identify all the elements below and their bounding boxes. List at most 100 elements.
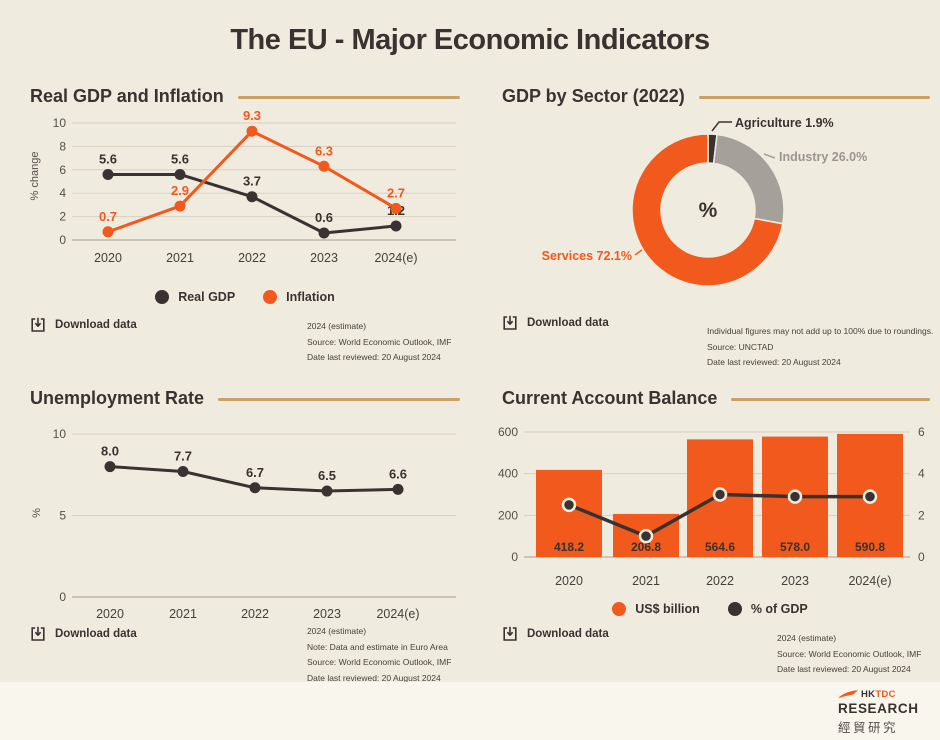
real-gdp-inflation-chart: 0 2 4 6 8 10 % change 2020 2021 2022 2023 2024(e) 5.… bbox=[30, 110, 456, 265]
svg-text:2: 2 bbox=[918, 508, 925, 522]
legend-item-pct-gdp: % of GDP bbox=[727, 602, 808, 616]
svg-text:2024(e): 2024(e) bbox=[848, 574, 891, 588]
logo-tdc-text: TDC bbox=[875, 689, 896, 700]
svg-text:6: 6 bbox=[59, 163, 66, 177]
svg-text:2: 2 bbox=[59, 210, 66, 224]
notes-current-account: 2024 (estimate) Source: World Economic O… bbox=[777, 631, 921, 678]
svg-text:5.6: 5.6 bbox=[171, 151, 189, 166]
section-unemployment-header: Unemployment Rate bbox=[30, 387, 460, 409]
svg-text:Industry 26.0%: Industry 26.0% bbox=[779, 150, 867, 164]
svg-text:2023: 2023 bbox=[310, 251, 338, 265]
section-divider bbox=[731, 397, 930, 401]
svg-text:206.8: 206.8 bbox=[631, 540, 661, 554]
section-real-gdp-inflation-header: Real GDP and Inflation bbox=[30, 85, 460, 107]
notes-gdp-inflation: 2024 (estimate) Source: World Economic O… bbox=[307, 319, 451, 366]
svg-text:0: 0 bbox=[511, 550, 518, 564]
logo-hk-text: HK bbox=[861, 689, 876, 700]
note-line: Note: Data and estimate in Euro Area bbox=[307, 641, 448, 652]
svg-text:418.2: 418.2 bbox=[554, 540, 584, 554]
svg-text:10: 10 bbox=[53, 116, 67, 130]
download-icon bbox=[503, 315, 517, 330]
svg-text:9.3: 9.3 bbox=[243, 110, 261, 123]
legend-label: % of GDP bbox=[750, 602, 808, 616]
download-data-button-gdp-inflation[interactable]: Download data bbox=[30, 317, 137, 333]
logo-chinese-text: 經貿研究 bbox=[838, 721, 899, 735]
svg-text:2022: 2022 bbox=[241, 607, 269, 621]
svg-text:%: % bbox=[699, 199, 718, 222]
svg-text:0: 0 bbox=[918, 550, 925, 564]
download-data-button-gdp-sector[interactable]: Download data bbox=[502, 315, 609, 331]
svg-text:2020: 2020 bbox=[96, 607, 124, 621]
svg-text:3.7: 3.7 bbox=[243, 174, 261, 189]
svg-text:400: 400 bbox=[498, 467, 518, 481]
svg-text:590.8: 590.8 bbox=[855, 540, 885, 554]
svg-text:Agriculture 1.9%: Agriculture 1.9% bbox=[735, 116, 834, 130]
svg-text:10: 10 bbox=[53, 427, 67, 441]
svg-text:564.6: 564.6 bbox=[705, 540, 735, 554]
note-line: 2024 (estimate) bbox=[307, 626, 367, 636]
note-line: 2024 (estimate) bbox=[777, 633, 837, 643]
svg-text:0.6: 0.6 bbox=[315, 210, 333, 225]
svg-text:2024(e): 2024(e) bbox=[374, 251, 417, 265]
real-gdp-inflation-legend: Real GDP Inflation bbox=[30, 287, 460, 307]
download-icon bbox=[503, 626, 517, 641]
svg-text:4: 4 bbox=[59, 186, 66, 200]
svg-text:6.6: 6.6 bbox=[389, 466, 407, 481]
legend-item-real-gdp: Real GDP bbox=[155, 290, 235, 304]
svg-text:2024(e): 2024(e) bbox=[376, 607, 419, 621]
svg-text:5: 5 bbox=[59, 509, 66, 523]
download-data-label: Download data bbox=[527, 628, 609, 640]
note-line: Source: UNCTAD bbox=[707, 341, 774, 352]
pct-gdp-legend-dot-icon bbox=[727, 602, 742, 616]
inflation-legend-dot-icon bbox=[263, 290, 278, 304]
svg-text:600: 600 bbox=[498, 425, 518, 439]
svg-text:2022: 2022 bbox=[238, 251, 266, 265]
page-title: The EU - Major Economic Indicators bbox=[230, 24, 710, 56]
svg-text:2020: 2020 bbox=[94, 251, 122, 265]
note-line: Source: World Economic Outlook, IMF bbox=[307, 336, 452, 347]
svg-text:2023: 2023 bbox=[781, 574, 809, 588]
section-title-unemployment: Unemployment Rate bbox=[30, 387, 205, 408]
legend-label: Inflation bbox=[286, 290, 335, 304]
legend-item-inflation: Inflation bbox=[263, 290, 335, 304]
download-data-label: Download data bbox=[55, 319, 137, 331]
note-line: Date last reviewed: 20 August 2024 bbox=[707, 357, 841, 367]
logo-research-text: RESEARCH bbox=[838, 701, 919, 716]
download-data-button-unemployment[interactable]: Download data bbox=[30, 626, 137, 642]
footer-strip: HKTDC RESEARCH 經貿研究 bbox=[0, 682, 940, 740]
svg-text:2021: 2021 bbox=[632, 574, 660, 588]
section-divider bbox=[698, 95, 930, 99]
svg-text:578.0: 578.0 bbox=[780, 540, 810, 554]
svg-text:2020: 2020 bbox=[555, 574, 583, 588]
download-data-button-current-account[interactable]: Download data bbox=[502, 626, 609, 642]
hktdc-swoosh-icon bbox=[838, 690, 858, 698]
legend-item-usd-billion: US$ billion bbox=[612, 602, 700, 616]
svg-text:2022: 2022 bbox=[706, 574, 734, 588]
notes-unemployment: 2024 (estimate) Note: Data and estimate … bbox=[307, 624, 451, 686]
hktdc-research-logo: HKTDC RESEARCH 經貿研究 bbox=[838, 689, 930, 736]
current-account-legend: US$ billion % of GDP bbox=[480, 599, 940, 619]
note-line: Date last reviewed: 20 August 2024 bbox=[777, 664, 911, 674]
svg-text:4: 4 bbox=[918, 467, 925, 481]
svg-text:6.5: 6.5 bbox=[318, 468, 336, 483]
notes-gdp-sector: Individual figures may not add up to 100… bbox=[707, 324, 933, 371]
note-line: Date last reviewed: 20 August 2024 bbox=[307, 672, 441, 683]
note-line: Source: World Economic Outlook, IMF bbox=[777, 648, 922, 659]
real-gdp-legend-dot-icon bbox=[155, 290, 170, 304]
svg-text:8: 8 bbox=[59, 139, 66, 153]
section-title-gdp-by-sector: GDP by Sector (2022) bbox=[502, 85, 685, 106]
svg-text:6.3: 6.3 bbox=[315, 143, 333, 158]
section-divider bbox=[218, 397, 460, 401]
note-line: Source: World Economic Outlook, IMF bbox=[307, 657, 452, 667]
svg-text:0: 0 bbox=[59, 233, 66, 247]
legend-label: Real GDP bbox=[178, 290, 236, 304]
svg-text:5.6: 5.6 bbox=[99, 151, 117, 166]
svg-text:0: 0 bbox=[59, 590, 66, 604]
note-line: Date last reviewed: 20 August 2024 bbox=[307, 352, 441, 362]
download-icon bbox=[31, 626, 45, 641]
svg-text:8.0: 8.0 bbox=[101, 444, 119, 459]
download-icon bbox=[31, 317, 45, 332]
svg-text:2021: 2021 bbox=[169, 607, 197, 621]
section-title-real-gdp-inflation: Real GDP and Inflation bbox=[30, 85, 224, 106]
